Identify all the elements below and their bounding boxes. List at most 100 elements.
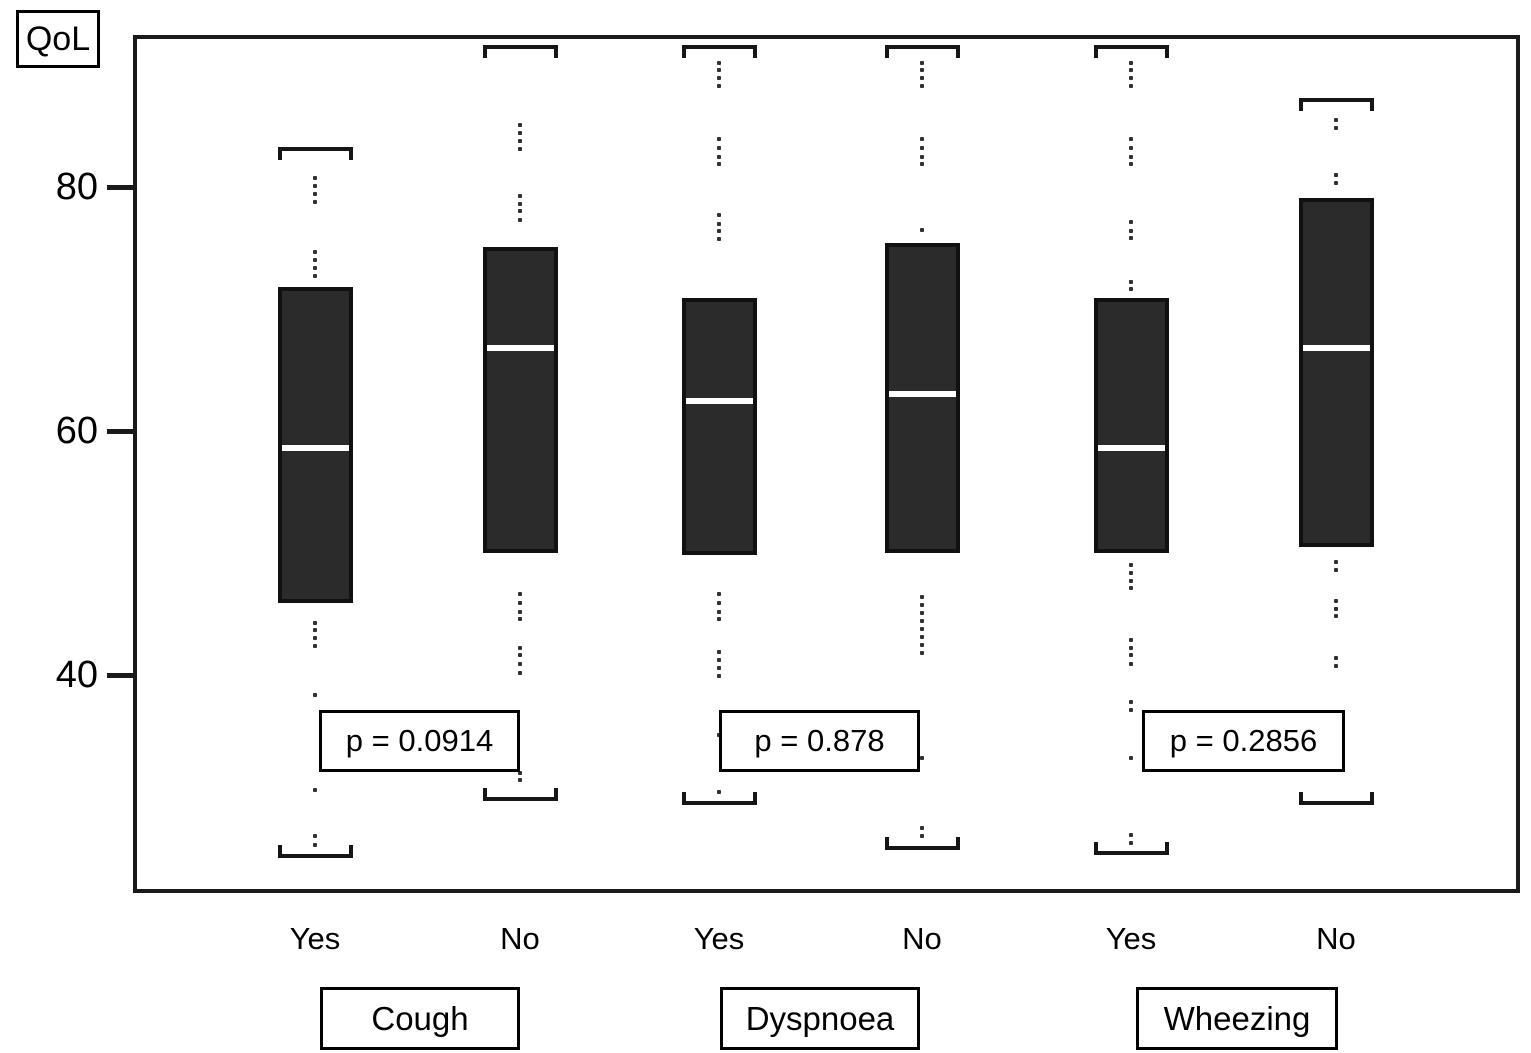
outlier-dot-wheezing-yes — [1129, 137, 1133, 142]
outlier-dot-wheezing-no — [1334, 172, 1338, 177]
outlier-dot-wheezing-yes — [1129, 579, 1133, 584]
outlier-dot-dyspnoea-yes — [717, 601, 721, 606]
outlier-dot-wheezing-yes — [1129, 67, 1133, 72]
outlier-dot-cough-no — [518, 670, 522, 675]
outlier-dot-wheezing-yes — [1129, 841, 1133, 846]
outlier-dot-cough-no — [518, 646, 522, 651]
outlier-dot-cough-yes — [313, 643, 317, 648]
outlier-dot-cough-no — [518, 122, 522, 127]
outlier-dot-cough-yes — [313, 274, 317, 279]
outlier-dot-cough-yes — [313, 636, 317, 641]
median-line-cough-no — [486, 345, 554, 352]
whisker-cap-top-wheezing-no — [1298, 97, 1374, 111]
outlier-dot-dyspnoea-yes — [717, 60, 721, 65]
p-value-box-cough: p = 0.0914 — [319, 710, 520, 772]
outlier-dot-cough-no — [518, 202, 522, 207]
outlier-dot-dyspnoea-no — [920, 60, 924, 65]
outlier-dot-wheezing-yes — [1129, 563, 1133, 568]
outlier-dot-cough-yes — [313, 199, 317, 204]
category-label-cough: Cough — [371, 999, 469, 1037]
outlier-dot-dyspnoea-no — [920, 635, 924, 640]
outlier-dot-wheezing-yes — [1129, 708, 1133, 713]
outlier-dot-cough-no — [518, 592, 522, 597]
outlier-dot-wheezing-yes — [1129, 287, 1133, 292]
box-cough-no — [482, 246, 558, 553]
outlier-dot-dyspnoea-yes — [717, 658, 721, 663]
outlier-dot-wheezing-no — [1334, 126, 1338, 131]
outlier-dot-wheezing-yes — [1129, 161, 1133, 166]
y-axis-title-box: QoL — [16, 10, 100, 68]
outlier-dot-cough-no — [518, 770, 522, 775]
outlier-dot-dyspnoea-no — [920, 594, 924, 599]
outlier-dot-dyspnoea-no — [920, 154, 924, 159]
outlier-dot-dyspnoea-yes — [717, 649, 721, 654]
outlier-dot-wheezing-yes — [1129, 699, 1133, 704]
outlier-dot-wheezing-yes — [1129, 646, 1133, 651]
box-wheezing-no — [1298, 197, 1374, 547]
whisker-cap-top-wheezing-yes — [1093, 45, 1169, 59]
whisker-cap-bottom-cough-yes — [277, 844, 353, 858]
whisker-cap-bottom-wheezing-no — [1298, 792, 1374, 806]
outlier-dot-wheezing-no — [1334, 181, 1338, 186]
outlier-dot-dyspnoea-no — [920, 227, 924, 232]
outlier-dot-wheezing-yes — [1129, 832, 1133, 837]
outlier-dot-dyspnoea-no — [920, 603, 924, 608]
outlier-dot-wheezing-yes — [1129, 228, 1133, 233]
outlier-dot-wheezing-yes — [1129, 220, 1133, 225]
median-line-dyspnoea-yes — [685, 397, 753, 404]
outlier-dot-dyspnoea-yes — [717, 145, 721, 150]
outlier-dot-dyspnoea-yes — [717, 237, 721, 242]
median-line-wheezing-no — [1302, 345, 1370, 352]
outlier-dot-dyspnoea-yes — [717, 221, 721, 226]
y-tick-80 — [107, 185, 133, 190]
outlier-dot-wheezing-no — [1334, 664, 1338, 669]
outlier-dot-cough-yes — [313, 834, 317, 839]
whisker-cap-bottom-dyspnoea-yes — [681, 792, 757, 806]
outlier-dot-cough-no — [518, 131, 522, 136]
outlier-dot-wheezing-no — [1334, 568, 1338, 573]
x-label-wheezing-no: No — [1316, 921, 1356, 956]
outlier-dot-dyspnoea-yes — [717, 137, 721, 142]
p-value-box-wheezing: p = 0.2856 — [1142, 710, 1345, 772]
box-dyspnoea-no — [884, 243, 960, 553]
outlier-dot-cough-no — [518, 653, 522, 658]
outlier-dot-wheezing-yes — [1129, 637, 1133, 642]
outlier-dot-cough-yes — [313, 842, 317, 847]
outlier-dot-dyspnoea-yes — [717, 790, 721, 795]
outlier-dot-cough-yes — [313, 192, 317, 197]
p-value-box-dyspnoea: p = 0.878 — [719, 710, 920, 772]
outlier-dot-cough-no — [518, 609, 522, 614]
outlier-dot-wheezing-yes — [1129, 570, 1133, 575]
outlier-dot-cough-no — [518, 138, 522, 143]
outlier-dot-cough-no — [518, 616, 522, 621]
outlier-dot-cough-yes — [313, 265, 317, 270]
outlier-dot-cough-no — [518, 662, 522, 667]
y-tick-label-40: 40 — [55, 654, 98, 696]
outlier-dot-dyspnoea-no — [920, 755, 924, 760]
y-tick-label-60: 60 — [55, 410, 98, 452]
whisker-cap-bottom-cough-no — [482, 788, 558, 802]
outlier-dot-dyspnoea-yes — [717, 76, 721, 81]
outlier-dot-wheezing-no — [1334, 614, 1338, 619]
outlier-dot-dyspnoea-no — [920, 610, 924, 615]
category-box-cough: Cough — [320, 987, 520, 1050]
outlier-dot-dyspnoea-yes — [717, 665, 721, 670]
outlier-dot-dyspnoea-yes — [717, 67, 721, 72]
y-tick-40 — [107, 673, 133, 678]
outlier-dot-dyspnoea-no — [920, 145, 924, 150]
whisker-cap-bottom-dyspnoea-no — [884, 837, 960, 851]
whisker-cap-top-dyspnoea-no — [884, 45, 960, 59]
outlier-dot-wheezing-no — [1334, 598, 1338, 603]
outlier-dot-wheezing-yes — [1129, 76, 1133, 81]
outlier-dot-dyspnoea-no — [920, 137, 924, 142]
outlier-dot-wheezing-yes — [1129, 236, 1133, 241]
outlier-dot-wheezing-no — [1334, 607, 1338, 612]
outlier-dot-cough-yes — [313, 249, 317, 254]
outlier-dot-dyspnoea-yes — [717, 83, 721, 88]
outlier-dot-cough-no — [518, 193, 522, 198]
outlier-dot-dyspnoea-no — [920, 626, 924, 631]
outlier-dot-cough-yes — [313, 183, 317, 188]
outlier-dot-cough-no — [518, 601, 522, 606]
outlier-dot-wheezing-yes — [1129, 662, 1133, 667]
